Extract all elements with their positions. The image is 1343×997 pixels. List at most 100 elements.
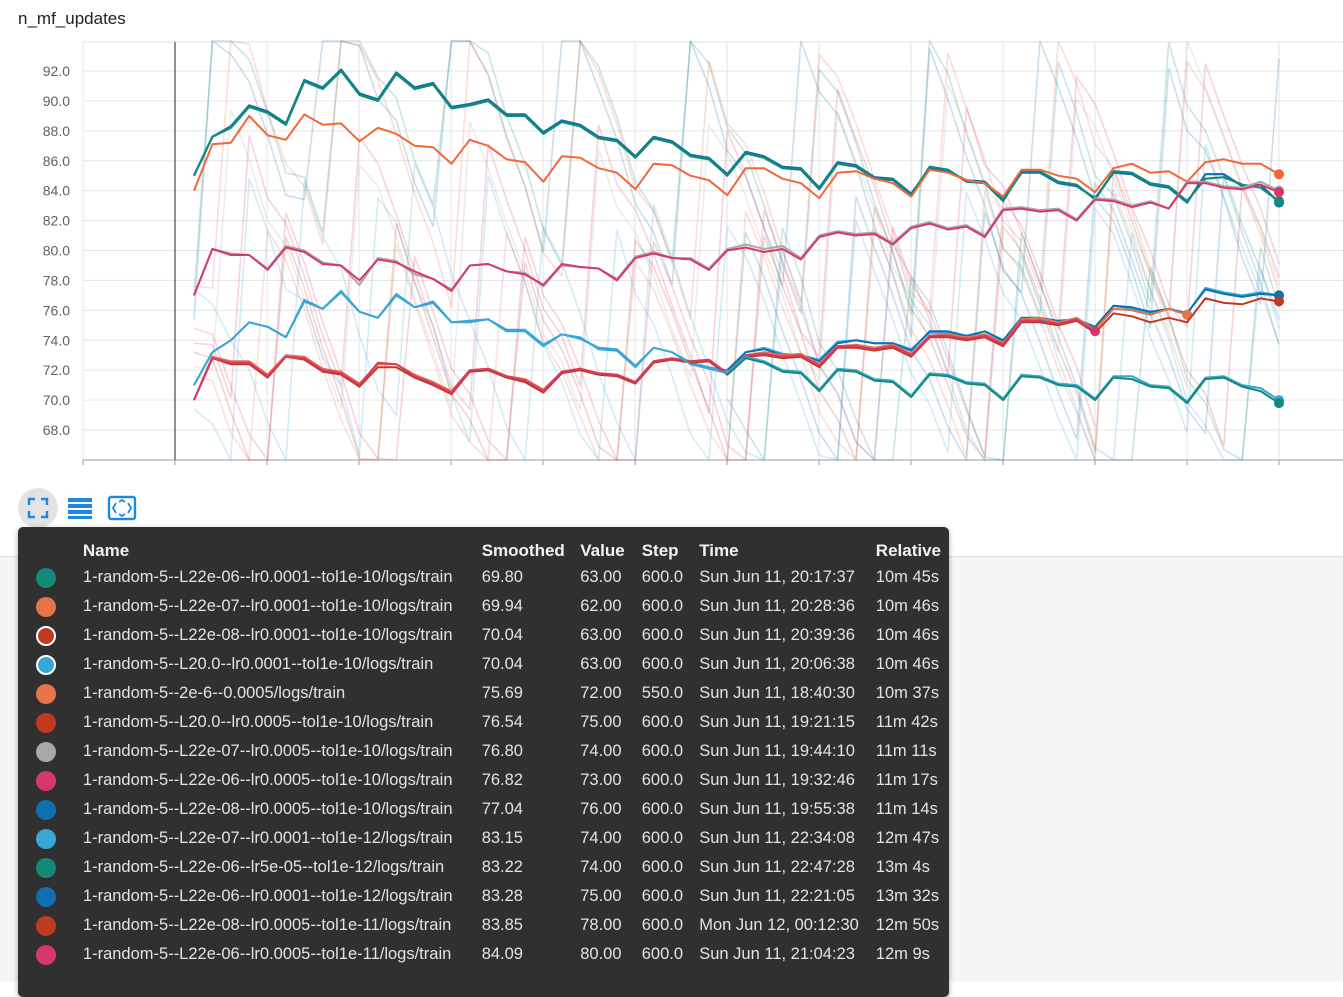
cell-name: 1-random-5--L22e-06--lr0.0001--tol1e-10/… (82, 568, 453, 586)
cell-smoothed: 70.04 (481, 655, 523, 673)
tooltip-row: 1-random-5--L22e-08--lr0.0005--tol1e-11/… (32, 911, 949, 940)
cell-value: 80.00 (580, 945, 622, 963)
series-end-marker (1274, 169, 1284, 180)
fullscreen-button[interactable] (18, 488, 58, 528)
y-tick-label: 68.0 (43, 422, 70, 438)
cell-relative: 13m 4s (875, 858, 930, 876)
cell-time: Sun Jun 11, 19:44:10 (699, 742, 855, 760)
data-tooltip: Name Smoothed Value Step Time Relative 1… (18, 527, 949, 997)
cell-time: Mon Jun 12, 00:12:30 (699, 916, 859, 934)
cell-name: 1-random-5--L20.0--lr0.0001--tol1e-10/lo… (82, 655, 434, 673)
smoothed-series-line (726, 357, 1280, 405)
cell-relative: 11m 11s (875, 742, 937, 760)
cell-step: 600.0 (641, 858, 684, 876)
cell-name: 1-random-5--L22e-07--lr0.0005--tol1e-10/… (82, 742, 453, 760)
line-chart[interactable]: 92.0 90.0 88.0 86.0 84.0 82.0 80.0 78.0 76.0 74.0… (0, 0, 1343, 470)
cell-value: 63.00 (580, 626, 622, 644)
tooltip-row: 1-random-5--L22e-07--lr0.0001--tol1e-10/… (32, 592, 949, 621)
series-color-cell (32, 940, 83, 969)
time-column-header: Time (699, 541, 739, 560)
cell-step: 600.0 (641, 626, 684, 644)
cell-relative: 10m 46s (875, 597, 940, 615)
cell-time: Sun Jun 11, 20:28:36 (699, 597, 855, 615)
smoothed-column-header: Smoothed (481, 541, 565, 560)
y-tick-label: 88.0 (43, 123, 70, 139)
cell-smoothed: 83.15 (481, 829, 523, 847)
series-color-dot (36, 915, 56, 936)
cell-value: 63.00 (580, 568, 622, 586)
y-tick-label: 92.0 (43, 63, 70, 79)
y-tick-label: 72.0 (43, 362, 70, 378)
tooltip-row: 1-random-5--L22e-06--lr0.0001--tol1e-12/… (32, 882, 949, 911)
cell-time: Sun Jun 11, 20:17:37 (699, 568, 855, 586)
cell-value: 74.00 (580, 742, 622, 760)
tooltip-row: 1-random-5--L22e-06--lr0.0005--tol1e-11/… (32, 940, 949, 969)
raw-series-line (726, 227, 1280, 463)
raw-series-line (193, 38, 1280, 320)
y-tick-label: 76.0 (43, 302, 70, 318)
cell-relative: 12m 9s (875, 945, 930, 963)
cell-smoothed: 76.82 (481, 771, 523, 789)
series-color-dot (36, 683, 56, 704)
cell-name: 1-random-5--L22e-06--lr0.0005--tol1e-10/… (82, 771, 453, 789)
tooltip-row: 1-random-5--L22e-08--lr0.0001--tol1e-10/… (32, 621, 949, 650)
cell-relative: 10m 46s (875, 626, 940, 644)
series-color-cell (32, 795, 83, 824)
cell-relative: 12m 50s (875, 916, 940, 934)
cell-smoothed: 77.04 (481, 800, 523, 818)
cell-step: 600.0 (641, 829, 684, 847)
series-color-dot (36, 886, 56, 907)
series-color-cell (32, 882, 83, 911)
raw-series-line (193, 38, 1280, 345)
series-color-cell (32, 824, 83, 853)
raw-series-line (193, 188, 1188, 463)
cell-step: 600.0 (641, 742, 684, 760)
name-column-header: Name (82, 541, 130, 560)
relative-column-header: Relative (875, 541, 941, 560)
series-color-cell (32, 621, 83, 650)
cell-value: 72.00 (580, 684, 622, 702)
tooltip-row: 1-random-5--L22e-06--lr0.0001--tol1e-10/… (32, 563, 949, 592)
tooltip-body: 1-random-5--L22e-06--lr0.0001--tol1e-10/… (32, 563, 949, 969)
cell-relative: 10m 45s (875, 568, 940, 586)
cell-name: 1-random-5--2e-6--0.0005/logs/train (82, 684, 346, 702)
y-tick-label: 86.0 (43, 153, 70, 169)
smoothed-series-line (193, 113, 1280, 200)
fit-domain-button[interactable] (102, 488, 142, 528)
cell-step: 600.0 (641, 800, 684, 818)
cell-value: 73.00 (580, 771, 622, 789)
cell-relative: 12m 47s (875, 829, 940, 847)
tooltip-header-row: Name Smoothed Value Step Time Relative (32, 539, 949, 563)
cell-relative: 11m 17s (875, 771, 938, 789)
cell-time: Sun Jun 11, 18:40:30 (699, 684, 855, 702)
cell-relative: 11m 42s (875, 713, 938, 731)
tooltip-row: 1-random-5--2e-6--0.0005/logs/train 75.69… (32, 679, 949, 708)
cell-smoothed: 84.09 (481, 945, 523, 963)
cell-step: 600.0 (641, 655, 684, 673)
cell-value: 62.00 (580, 597, 622, 615)
series-color-cell (32, 563, 83, 592)
series-color-dot (36, 712, 56, 733)
cell-name: 1-random-5--L22e-08--lr0.0005--tol1e-10/… (82, 800, 453, 818)
cell-step: 600.0 (641, 887, 684, 905)
cell-value: 63.00 (580, 655, 622, 673)
smoothed-series-line (193, 318, 1096, 401)
cell-smoothed: 76.80 (481, 742, 523, 760)
raw-series-line (726, 173, 1280, 463)
cell-time: Sun Jun 11, 19:32:46 (699, 771, 855, 789)
cell-value: 76.00 (580, 800, 622, 818)
cell-value: 75.00 (580, 887, 622, 905)
series-color-dot (36, 828, 56, 849)
cell-smoothed: 75.69 (481, 684, 523, 702)
series-color-cell (32, 650, 83, 679)
series-color-cell (32, 911, 83, 940)
tooltip-row: 1-random-5--L22e-07--lr0.0001--tol1e-12/… (32, 824, 949, 853)
cell-smoothed: 83.22 (481, 858, 523, 876)
y-tick-label: 82.0 (43, 213, 70, 229)
y-tick-label: 74.0 (43, 332, 70, 348)
cell-value: 75.00 (580, 713, 622, 731)
tooltip-row: 1-random-5--L22e-08--lr0.0005--tol1e-10/… (32, 795, 949, 824)
series-color-dot (36, 770, 56, 791)
chart-title: n_mf_updates (18, 9, 126, 28)
toggle-log-button[interactable] (60, 488, 100, 528)
